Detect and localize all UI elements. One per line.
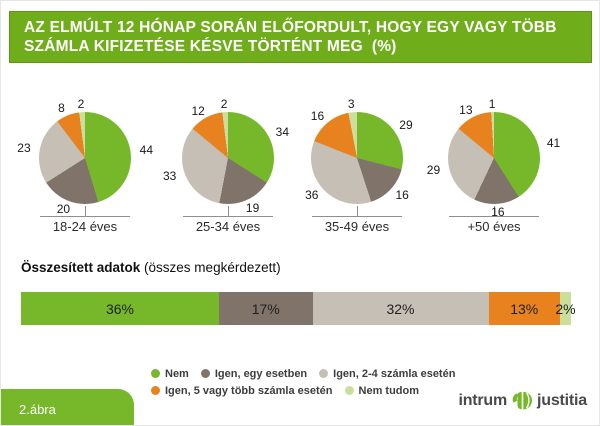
- age-group-label: 18-24 éves: [52, 219, 118, 234]
- bar-value-label: 17%: [251, 300, 280, 317]
- brand-word-justitia: justitia: [537, 392, 587, 409]
- legend-label: Igen, egy esetben: [214, 367, 308, 380]
- stacked-bar: 36% 17% 32% 13% 2%: [21, 292, 576, 325]
- figure-ribbon: 2.ábra: [1, 389, 134, 425]
- pie-disc: [311, 112, 403, 204]
- bar-value-label: 32%: [386, 300, 415, 317]
- legend-item: Igen, 2-4 számla esetén: [319, 368, 455, 380]
- brand-word-intrum: intrum: [458, 392, 508, 409]
- pie-value-label: 3: [347, 97, 355, 112]
- pie-value-label: 13: [459, 102, 473, 117]
- legend-label: Nem tudom: [358, 384, 420, 397]
- legend-row: Igen, 5 vagy több számla esetén Nem tudom: [151, 382, 455, 399]
- pie-value-label: 29: [399, 117, 413, 132]
- legend-dot-icon: [319, 369, 329, 378]
- bracket-tick: [228, 206, 229, 216]
- pie-value-label: 29: [426, 162, 441, 177]
- bar-value-label: 13%: [510, 300, 539, 317]
- age-group-label: +50 éves: [467, 219, 521, 234]
- pie-value-label: 8: [58, 101, 65, 116]
- pie-value-label: 34: [275, 124, 290, 139]
- bracket-tick: [357, 206, 358, 216]
- aggregate-heading: Összesített adatok (összes megkérdezett): [21, 260, 281, 275]
- bracket-tick: [494, 206, 495, 216]
- age-group-label: 35-49 éves: [324, 219, 390, 234]
- pie-value-label: 23: [17, 141, 31, 156]
- pie-value-label: 12: [191, 103, 205, 118]
- pie-value-label: 1: [488, 97, 496, 112]
- bracket-tick: [85, 206, 86, 216]
- pie-value-label: 2: [220, 97, 228, 112]
- pie-chart-50plus: +50 éves 41 16 29 13 1: [424, 86, 564, 236]
- pie-chart-25-34: 25-34 éves 34 19 33 12 2: [158, 86, 298, 236]
- bar-segment-5: 2%: [555, 292, 576, 325]
- legend-dot-icon: [151, 386, 160, 395]
- legend: Nem Igen, egy esetben Igen, 2-4 számla ese…: [151, 365, 455, 399]
- title-banner: AZ ELMÚLT 12 HÓNAP SORÁN ELŐFORDULT, HOG…: [9, 11, 592, 63]
- bar-segment-4: 13%: [488, 292, 560, 325]
- pie-disc: [39, 112, 131, 204]
- bracket-line: [449, 216, 539, 217]
- legend-item: Igen, 5 vagy több számla esetén: [151, 385, 333, 397]
- legend-item: Nem tudom: [344, 384, 420, 397]
- legend-item: Nem: [151, 368, 189, 380]
- legend-dot-icon: [151, 369, 160, 378]
- legend-row: Nem Igen, egy esetben Igen, 2-4 számla ese…: [151, 365, 455, 382]
- page-title: AZ ELMÚLT 12 HÓNAP SORÁN ELŐFORDULT, HOG…: [24, 19, 557, 56]
- pie-value-label: 2: [77, 97, 85, 112]
- pie-value-label: 33: [162, 169, 177, 184]
- bracket-line: [40, 216, 130, 217]
- bar-segment-1: 36%: [21, 292, 219, 325]
- bracket-line: [312, 216, 402, 217]
- pie-value-label: 19: [245, 200, 260, 215]
- aggregate-heading-normal: (összes megkérdezett): [140, 260, 281, 275]
- legend-dot-icon: [344, 386, 354, 395]
- pie-disc: [182, 112, 274, 204]
- age-group-label: 25-34 éves: [195, 219, 261, 234]
- bar-value-label: 2%: [555, 300, 576, 317]
- aggregate-heading-bold: Összesített adatok: [21, 260, 141, 275]
- pie-value-label: 41: [546, 135, 561, 150]
- pie-value-label: 44: [139, 143, 154, 158]
- legend-item: Igen, egy esetben: [200, 367, 308, 380]
- pie-chart-18-24: 18-24 éves 44 20 23 8 2: [15, 86, 155, 236]
- legend-label: Nem: [165, 367, 189, 380]
- pie-value-label: 16: [310, 109, 325, 124]
- legend-label: Igen, 2-4 számla esetén: [333, 367, 456, 380]
- legend-label: Igen, 5 vagy több számla esetén: [165, 384, 333, 397]
- bar-segment-3: 32%: [312, 292, 489, 325]
- pie-value-label: 20: [56, 201, 71, 216]
- pie-value-label: 16: [491, 204, 505, 219]
- bar-segment-2: 17%: [219, 292, 313, 325]
- intrum-justitia-logo: intrum justitia: [458, 387, 587, 415]
- bar-value-label: 36%: [105, 300, 135, 317]
- pie-value-label: 36: [305, 187, 319, 202]
- bracket-line: [183, 216, 273, 217]
- legend-dot-icon: [200, 369, 210, 378]
- pie-value-label: 16: [395, 187, 409, 202]
- pie-chart-35-49: 35-49 éves 29 16 36 16 3: [287, 86, 427, 236]
- intrum-justitia-logo-icon: [510, 390, 534, 412]
- pie-disc: [448, 112, 540, 204]
- figure-label: 2.ábra: [19, 402, 56, 417]
